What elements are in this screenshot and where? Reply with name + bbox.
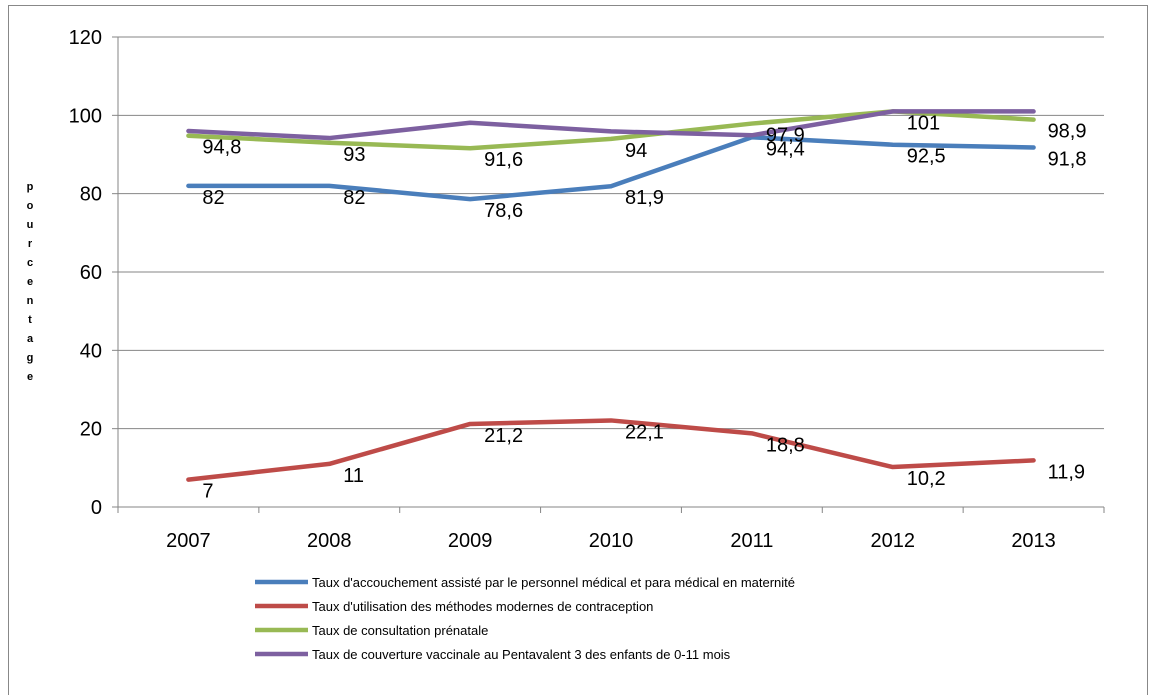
y-tick-label: 0 — [91, 497, 102, 519]
y-axis-label-letter: t — [28, 314, 32, 326]
x-tick-label: 2008 — [307, 530, 352, 552]
y-tick-labels: 0 20 40 60 80 100 120 — [69, 27, 102, 519]
data-label: 91,8 — [1048, 148, 1087, 170]
y-axis-label-letter: g — [27, 352, 34, 364]
data-label: 10,2 — [907, 468, 946, 490]
y-axis-label-letter: p — [27, 181, 34, 193]
data-label: 91,6 — [484, 149, 523, 171]
data-label: 81,9 — [625, 187, 664, 209]
y-axis-label-letter: r — [28, 238, 33, 250]
y-tick-label: 40 — [80, 340, 102, 362]
data-label: 98,9 — [1048, 121, 1087, 143]
series-line-4 — [186, 109, 1036, 141]
data-label: 21,2 — [484, 425, 523, 447]
data-label: 101 — [907, 112, 940, 134]
data-label: 92,5 — [907, 146, 946, 168]
legend-label-4: Taux de couverture vaccinale au Pentaval… — [312, 647, 731, 662]
y-axis-label-letter: e — [27, 276, 33, 288]
data-label: 93 — [343, 144, 365, 166]
x-tick-labels: 2007 2008 2009 2010 2011 2012 2013 — [166, 530, 1056, 552]
series-lines — [186, 109, 1036, 482]
y-axis-label-letter: e — [27, 371, 33, 383]
y-tick-label: 80 — [80, 184, 102, 206]
legend: Taux d'accouchement assisté par le perso… — [255, 575, 795, 662]
data-label: 94,8 — [202, 137, 241, 159]
data-label: 22,1 — [625, 421, 664, 443]
y-tick-label: 60 — [80, 262, 102, 284]
data-label: 94 — [625, 140, 647, 162]
series-line-1 — [186, 135, 1036, 202]
legend-label-2: Taux d'utilisation des méthodes modernes… — [312, 599, 653, 614]
data-label: 97,9 — [766, 125, 805, 147]
x-tick-label: 2009 — [448, 530, 493, 552]
y-axis-label-letter: c — [27, 257, 33, 269]
data-label: 11,9 — [1048, 461, 1085, 483]
y-tick-label: 100 — [69, 105, 102, 127]
y-axis-label-letter: o — [27, 200, 34, 212]
data-label: 7 — [202, 481, 213, 503]
data-label: 94,4 — [766, 138, 805, 160]
data-labels: 82 82 78,6 81,9 94,4 92,5 91,8 7 11 21,2 22,1 18,8 1… — [202, 112, 1086, 502]
chart-frame — [8, 5, 1148, 695]
data-label: 82 — [343, 187, 365, 209]
gridlines — [118, 36, 1104, 430]
y-tick-label: 20 — [80, 419, 102, 441]
y-tick-label: 120 — [69, 27, 102, 49]
data-label: 18,8 — [766, 434, 805, 456]
x-tick-label: 2011 — [730, 530, 773, 552]
x-tick-label: 2007 — [166, 530, 211, 552]
x-tick-label: 2012 — [870, 530, 915, 552]
y-axis-label-letter: a — [27, 333, 34, 345]
data-label: 82 — [202, 187, 224, 209]
x-tick-label: 2010 — [589, 530, 634, 552]
legend-label-3: Taux de consultation prénatale — [312, 623, 488, 638]
data-label: 78,6 — [484, 200, 523, 222]
line-chart: 0 20 40 60 80 100 120 2007 2008 2009 2010 2011 2012… — [27, 27, 1105, 662]
x-tick-label: 2013 — [1011, 530, 1056, 552]
legend-label-1: Taux d'accouchement assisté par le perso… — [312, 575, 795, 590]
axes — [112, 36, 1105, 513]
data-label: 11 — [343, 465, 364, 487]
y-axis-label-letter: u — [27, 219, 34, 231]
y-axis-label-letter: n — [27, 295, 34, 307]
series-line-2 — [186, 418, 1036, 482]
